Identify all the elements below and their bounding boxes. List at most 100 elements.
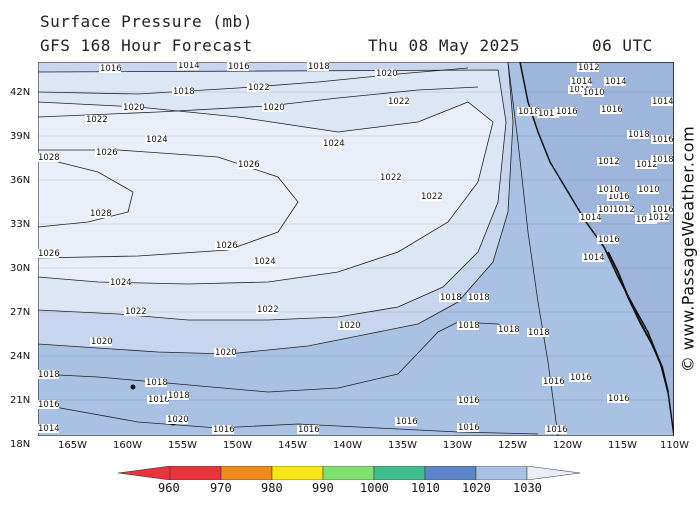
isobar-label: 1022 (388, 97, 410, 107)
isobar-label: 1012 (648, 213, 670, 223)
lon-label: 145W (278, 440, 307, 451)
isobar-label: 1014 (38, 424, 60, 434)
isobar-label-bg (607, 192, 629, 201)
isobar-label-bg (85, 115, 107, 124)
isobar-label: 1024 (110, 278, 132, 288)
isobar-label-bg (635, 160, 657, 169)
isobar-label: 1012 (598, 157, 620, 167)
colorbar-label: 1020 (462, 481, 491, 495)
lat-label: 36N (10, 175, 31, 186)
lon-label: 130W (443, 440, 472, 451)
isobar-label: 1018 (173, 87, 195, 97)
hawaii-island (130, 384, 136, 390)
lat-label: 24N (10, 351, 31, 362)
isobar-label-bg (517, 107, 539, 116)
isobar-label-bg (375, 69, 397, 78)
isobar-label-bg (647, 213, 669, 222)
lat-label: 42N (10, 87, 31, 98)
isobar-label-bg (597, 205, 619, 214)
isobar-label: 1018 (652, 155, 674, 165)
isobar-label: 1018 (308, 62, 330, 72)
isobar-label: 1016 (601, 105, 623, 115)
isobar-label: 1016 (652, 135, 674, 145)
isobar-label: 1020 (215, 348, 237, 358)
isobar-line-1016-east (507, 62, 559, 436)
isobar-label-bg (147, 395, 169, 404)
pressure-map: 1016 1014 1016 1018102010181020102210221020… (38, 62, 674, 436)
isobar-label: 1018 (498, 325, 520, 335)
isobar-label-bg (256, 305, 278, 314)
isobar-line-1022-north (38, 86, 479, 118)
lat-label: 33N (10, 219, 31, 230)
isobar-label: 1016 (570, 373, 592, 383)
colorbar-segment (169, 466, 222, 480)
isobar-label: 1026 (96, 148, 118, 158)
isobar-label-bg (582, 253, 604, 262)
isobar-label: 1026 (238, 160, 260, 170)
isobar-label-bg (651, 97, 673, 106)
isobar-line-1020-north (38, 67, 469, 95)
isobar-line-1028 (38, 156, 134, 228)
isobar-label: 1016 (556, 107, 578, 117)
land-mass (519, 62, 674, 436)
isobar-label: 1010 (583, 88, 605, 98)
isobar-label: 1018 (528, 328, 550, 338)
lon-label: 155W (168, 440, 197, 451)
isobar-label-bg (627, 130, 649, 139)
colorbar-label: 970 (210, 481, 232, 495)
lat-label: 27N (10, 307, 31, 318)
isobar-label-bg (582, 88, 604, 97)
isobar-label-bg (439, 293, 461, 302)
isobar-label: 1014 (583, 253, 605, 263)
isobar-label-bg (651, 155, 673, 164)
lat-label: 18N (10, 439, 31, 450)
isobar-label-bg (379, 173, 401, 182)
isobar-label: 1022 (421, 192, 443, 202)
isobar-label-bg (457, 396, 479, 405)
isobar-label-bg (604, 77, 626, 86)
isobar-label: 1016 (546, 425, 568, 435)
isobar-label-bg (297, 425, 319, 434)
colorbar-label: 1010 (411, 481, 440, 495)
isobar-label: 1022 (248, 83, 270, 93)
isobar-label-bg (651, 205, 673, 214)
isobar-label: 1018 (628, 130, 650, 140)
isobar-label-bg (145, 135, 167, 144)
isobar-label: 1018 (38, 370, 60, 380)
lon-label: 125W (498, 440, 527, 451)
isobar-line-1026 (38, 149, 299, 259)
isobar-label: 1010 (598, 185, 620, 195)
isobar-label-bg (214, 348, 236, 357)
baja-peninsula (607, 251, 669, 393)
isobar-label: 1020 (123, 103, 145, 113)
isobar-label: 1014 (605, 77, 627, 87)
isobar-label: 1016 (543, 377, 565, 387)
lat-label: 30N (10, 263, 31, 274)
lon-label: 120W (553, 440, 582, 451)
isobar-label-bg (177, 62, 199, 70)
isobar-label: 1024 (323, 139, 345, 149)
isobar-label: 1026 (38, 249, 60, 259)
isobar-label-bg (95, 148, 117, 157)
isobar-label-bg (247, 83, 269, 92)
isobar-label-bg (215, 241, 237, 250)
isobar-label-bg (227, 62, 249, 71)
isobar-label-bg (167, 391, 189, 400)
lon-label: 150W (223, 440, 252, 451)
lat-label: 21N (10, 395, 31, 406)
isobar-label-bg (569, 373, 591, 382)
isobar-label: 1024 (254, 257, 276, 267)
isobar-label-bg (395, 417, 417, 426)
isobar-label-bg (237, 160, 259, 169)
isobar-label-bg (89, 209, 111, 218)
isobar-label-bg (467, 293, 489, 302)
isobar-label-bg (637, 185, 659, 194)
watermark: © www.PassageWeather.com (677, 62, 699, 436)
isobar-label-bg (612, 205, 634, 214)
isobar-labels: 1016 1014 1016 1018102010181020102210221020… (38, 62, 674, 435)
lat-label: 39N (10, 131, 31, 142)
colorbar-segment (424, 466, 477, 480)
lon-label: 115W (608, 440, 637, 451)
isobar-label: 1022 (86, 115, 108, 125)
isobar-label-bg (253, 257, 275, 266)
